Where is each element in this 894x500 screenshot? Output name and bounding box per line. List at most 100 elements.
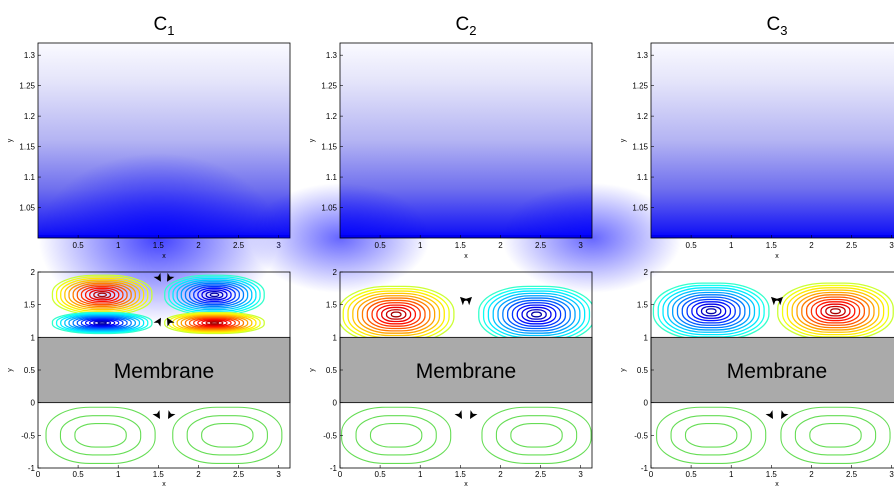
streamline-plot-2: Membrane 0 0.5 1 1.5 2 2.5 3 x -1 -0.5 0 0.5 1 1.5 2 y [309, 268, 593, 488]
streamline [510, 423, 563, 448]
flow-arrow [167, 317, 175, 327]
x-tick-label: 0.5 [73, 241, 85, 250]
streamline-plot-3: Membrane 0 0.5 1 1.5 2 2.5 3 x -1 -0.5 0 0.5 1 1.5 2 y [620, 268, 894, 488]
y-tick-label: 1.1 [637, 173, 649, 182]
x-tick-label: 0.5 [686, 470, 698, 479]
flow-arrow [765, 410, 773, 419]
y-tick-label: 1.3 [24, 51, 36, 60]
streamline [188, 317, 240, 329]
streamline [176, 314, 253, 332]
streamline [201, 319, 228, 327]
streamline [794, 415, 877, 456]
flow-arrow [168, 410, 176, 419]
streamline [59, 415, 142, 456]
streamline [371, 302, 421, 327]
streamline [84, 318, 120, 328]
streamline [376, 304, 417, 325]
streamline [495, 415, 578, 456]
streamline [164, 311, 265, 335]
streamline [84, 287, 120, 303]
streamline [184, 316, 245, 330]
membrane [650, 336, 894, 404]
streamline [521, 306, 552, 323]
streamline [662, 287, 760, 336]
y-tick-label: 1.1 [24, 173, 36, 182]
streamline [667, 289, 756, 333]
streamline [342, 288, 450, 341]
streamline [205, 320, 224, 326]
streamline [197, 287, 232, 303]
streamline [352, 292, 441, 337]
x-tick-label: 2 [809, 470, 814, 479]
streamline [511, 302, 562, 327]
membrane-boundary [340, 235, 592, 238]
x-tick-label: 1.5 [766, 241, 778, 250]
streamline [786, 287, 885, 336]
axes-frame [37, 42, 291, 239]
streamline [676, 294, 746, 329]
x-tick-label: 2 [498, 241, 503, 250]
x-tick-label: 2.5 [846, 470, 858, 479]
streamline [72, 282, 132, 307]
streamline [705, 308, 717, 315]
y-tick-label: -1 [641, 464, 649, 473]
streamline [780, 406, 891, 464]
membrane [37, 336, 291, 404]
streamline [796, 291, 875, 331]
streamline [497, 295, 576, 334]
axes-frame [650, 42, 894, 239]
membrane-label: Membrane [114, 360, 214, 383]
flow-arrow [167, 272, 175, 282]
x-tick-label: 0.5 [686, 241, 698, 250]
streamline [188, 284, 240, 306]
x-tick-label: 1 [418, 470, 423, 479]
streamline [74, 423, 127, 448]
streamline [45, 406, 156, 464]
y-tick-label: 1.1 [326, 173, 338, 182]
y-tick-label: 1.25 [632, 82, 648, 91]
x-tick-label: 2.5 [535, 241, 547, 250]
panel-title: C2 [456, 14, 477, 38]
streamline [80, 317, 124, 328]
y-tick-label: -0.5 [21, 431, 35, 440]
x-tick-label: 3 [889, 241, 894, 250]
y-tick-label: 0.5 [637, 366, 649, 375]
y-axis-label: y [309, 138, 316, 142]
panel-3: C3 [767, 14, 788, 38]
streamline [801, 294, 870, 329]
streamline [89, 319, 116, 327]
y-tick-label: 1.3 [637, 51, 649, 60]
membrane-boundary [651, 235, 894, 238]
streamline [672, 291, 751, 331]
membrane-boundary [38, 235, 290, 238]
y-tick-label: 1.15 [632, 143, 648, 152]
streamline [172, 313, 257, 333]
y-axis-label: y [309, 368, 316, 372]
x-tick-label: 3 [578, 241, 583, 250]
streamline [205, 290, 224, 299]
y-axis-label: y [620, 138, 627, 142]
y-tick-label: 1.2 [637, 112, 649, 121]
streamline [60, 277, 145, 312]
streamline [815, 301, 856, 322]
streamline [652, 282, 770, 340]
streamline [97, 321, 107, 325]
streamline [72, 316, 132, 330]
x-tick-label: 1 [418, 241, 423, 250]
x-tick-label: 1.5 [153, 241, 165, 250]
streamline [361, 297, 431, 332]
streamline [506, 299, 567, 330]
streamline [385, 309, 407, 320]
y-tick-label: 0 [31, 399, 36, 408]
flow-arrow [152, 410, 160, 419]
x-tick-label: 0.5 [73, 470, 85, 479]
streamline [516, 304, 557, 325]
y-tick-label: 1.25 [321, 82, 337, 91]
streamline [201, 423, 254, 448]
streamline [60, 313, 145, 333]
streamline [51, 311, 153, 335]
streamline [805, 296, 866, 326]
streamline [197, 318, 232, 328]
panel-2: C2 [456, 14, 477, 38]
